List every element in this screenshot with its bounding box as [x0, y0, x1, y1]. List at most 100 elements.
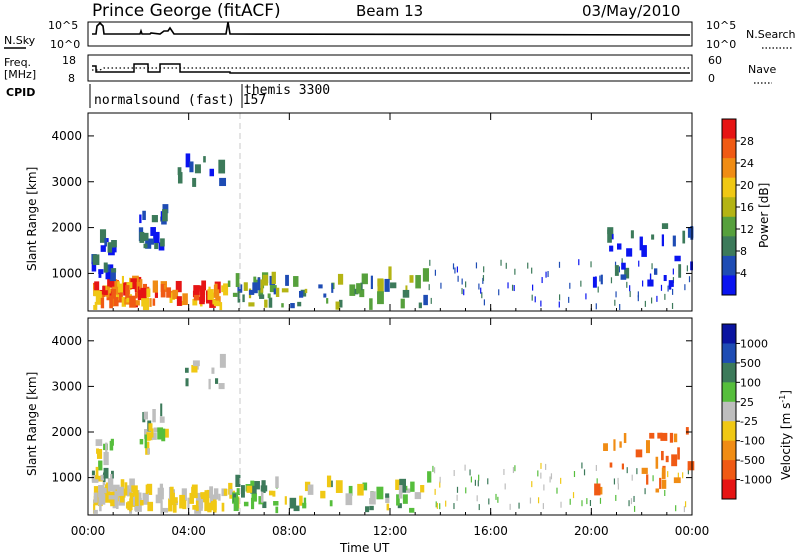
- rti-cell: [667, 471, 669, 478]
- rti-cell: [660, 432, 668, 441]
- rti-cell: [112, 484, 120, 493]
- rti-cell: [504, 483, 506, 490]
- rti-cell: [590, 261, 592, 268]
- rti-cell: [223, 283, 229, 296]
- rti-cell: [503, 468, 505, 475]
- rti-cell: [93, 509, 98, 514]
- rti-cell: [653, 268, 658, 275]
- rti-cell: [108, 291, 114, 298]
- rti-cell: [359, 289, 365, 298]
- rti-cell: [199, 296, 205, 305]
- rti-cell: [452, 263, 455, 270]
- rti-cell: [518, 502, 520, 509]
- rti-cell: [195, 500, 199, 512]
- rti-cell: [229, 488, 233, 495]
- rti-cell: [235, 474, 241, 487]
- rti-cell: [573, 471, 576, 478]
- rti-cell: [415, 275, 421, 289]
- rti-cell: [151, 428, 154, 438]
- rti-cell: [160, 238, 165, 247]
- rti-cell: [98, 271, 102, 278]
- colorbar-tick-label: -25: [740, 415, 758, 428]
- rti-cell: [109, 295, 113, 309]
- rti-cell: [160, 211, 163, 221]
- rti-cell: [630, 498, 633, 505]
- rti-cell: [189, 492, 194, 504]
- rti-cell: [609, 245, 614, 252]
- rti-cell: [109, 268, 116, 282]
- rti-cell: [318, 284, 323, 289]
- rti-cell: [219, 353, 226, 368]
- rti-cell: [213, 300, 220, 307]
- colorbar-swatch: [722, 255, 736, 276]
- rti-cell: [456, 494, 458, 501]
- colorbar-tick-label: 16: [740, 201, 754, 214]
- rti-cell: [456, 266, 458, 273]
- rti-cell: [474, 479, 477, 486]
- rti-cell: [107, 478, 114, 492]
- rti-cell: [661, 234, 665, 247]
- power-ylabel: Slant Range [km]: [25, 167, 39, 271]
- colorbar-tick-label: 28: [740, 135, 754, 148]
- rti-cell: [103, 467, 109, 479]
- rti-cell: [152, 298, 156, 306]
- nsky-panel: N.Sky 10^5 10^0 N.Search 10^5 10^0: [4, 19, 796, 51]
- rti-cell: [215, 289, 220, 297]
- rti-cell: [96, 448, 100, 454]
- rti-cell: [434, 269, 437, 276]
- rti-cell: [661, 467, 666, 480]
- rti-cell: [428, 284, 430, 291]
- rti-cell: [254, 481, 260, 490]
- rti-cell: [148, 423, 153, 432]
- rti-cell: [145, 434, 151, 441]
- nave-tick-top: 60: [708, 54, 722, 67]
- rti-cell: [126, 485, 130, 497]
- rti-cell: [281, 303, 284, 308]
- rti-cell: [200, 492, 208, 499]
- rti-cell: [105, 238, 109, 243]
- rti-cell: [98, 289, 106, 295]
- rti-cell: [242, 294, 245, 303]
- rti-cell: [671, 302, 674, 309]
- rti-cell: [129, 498, 132, 512]
- rti-cell: [125, 285, 130, 298]
- rti-cell: [110, 438, 114, 446]
- rti-cell: [137, 286, 143, 301]
- rti-cell: [103, 262, 108, 273]
- rti-cell: [656, 295, 658, 302]
- rti-cell: [272, 490, 276, 497]
- rti-cell: [395, 479, 401, 490]
- rti-cell: [233, 497, 239, 512]
- nave-line: [92, 67, 690, 71]
- rti-cell: [540, 300, 542, 307]
- rti-cell: [221, 502, 225, 512]
- rti-cell: [189, 161, 194, 173]
- velocity-colorbar: 1000 500 100 25 -25 -100 -500 -1000: [721, 323, 772, 500]
- colorbar-tick-label: 1000: [740, 337, 768, 350]
- rti-cell: [262, 501, 267, 509]
- rti-cell: [152, 409, 156, 423]
- nsky-label: N.Sky: [4, 34, 36, 47]
- rti-cell: [422, 268, 429, 282]
- rti-cell: [248, 302, 255, 307]
- rti-cell: [531, 294, 533, 301]
- rti-cell: [661, 479, 667, 489]
- rti-cell: [259, 294, 265, 299]
- rti-cell: [507, 282, 509, 289]
- rti-cell: [161, 507, 169, 513]
- rti-cell: [273, 501, 279, 506]
- rti-cell: [568, 296, 570, 303]
- rti-cell: [675, 505, 677, 512]
- rti-cell: [192, 360, 200, 367]
- rti-cell: [104, 484, 109, 497]
- colorbar-swatch: [722, 343, 736, 364]
- rti-cell: [678, 264, 682, 278]
- power-data: [91, 153, 694, 311]
- rti-cell: [558, 301, 560, 308]
- rti-cell: [637, 291, 639, 298]
- rti-cell: [132, 490, 139, 496]
- rti-cell: [642, 280, 644, 287]
- rti-cell: [145, 441, 150, 455]
- x-tick-label: 00:00: [675, 524, 710, 538]
- rti-cell: [630, 230, 634, 239]
